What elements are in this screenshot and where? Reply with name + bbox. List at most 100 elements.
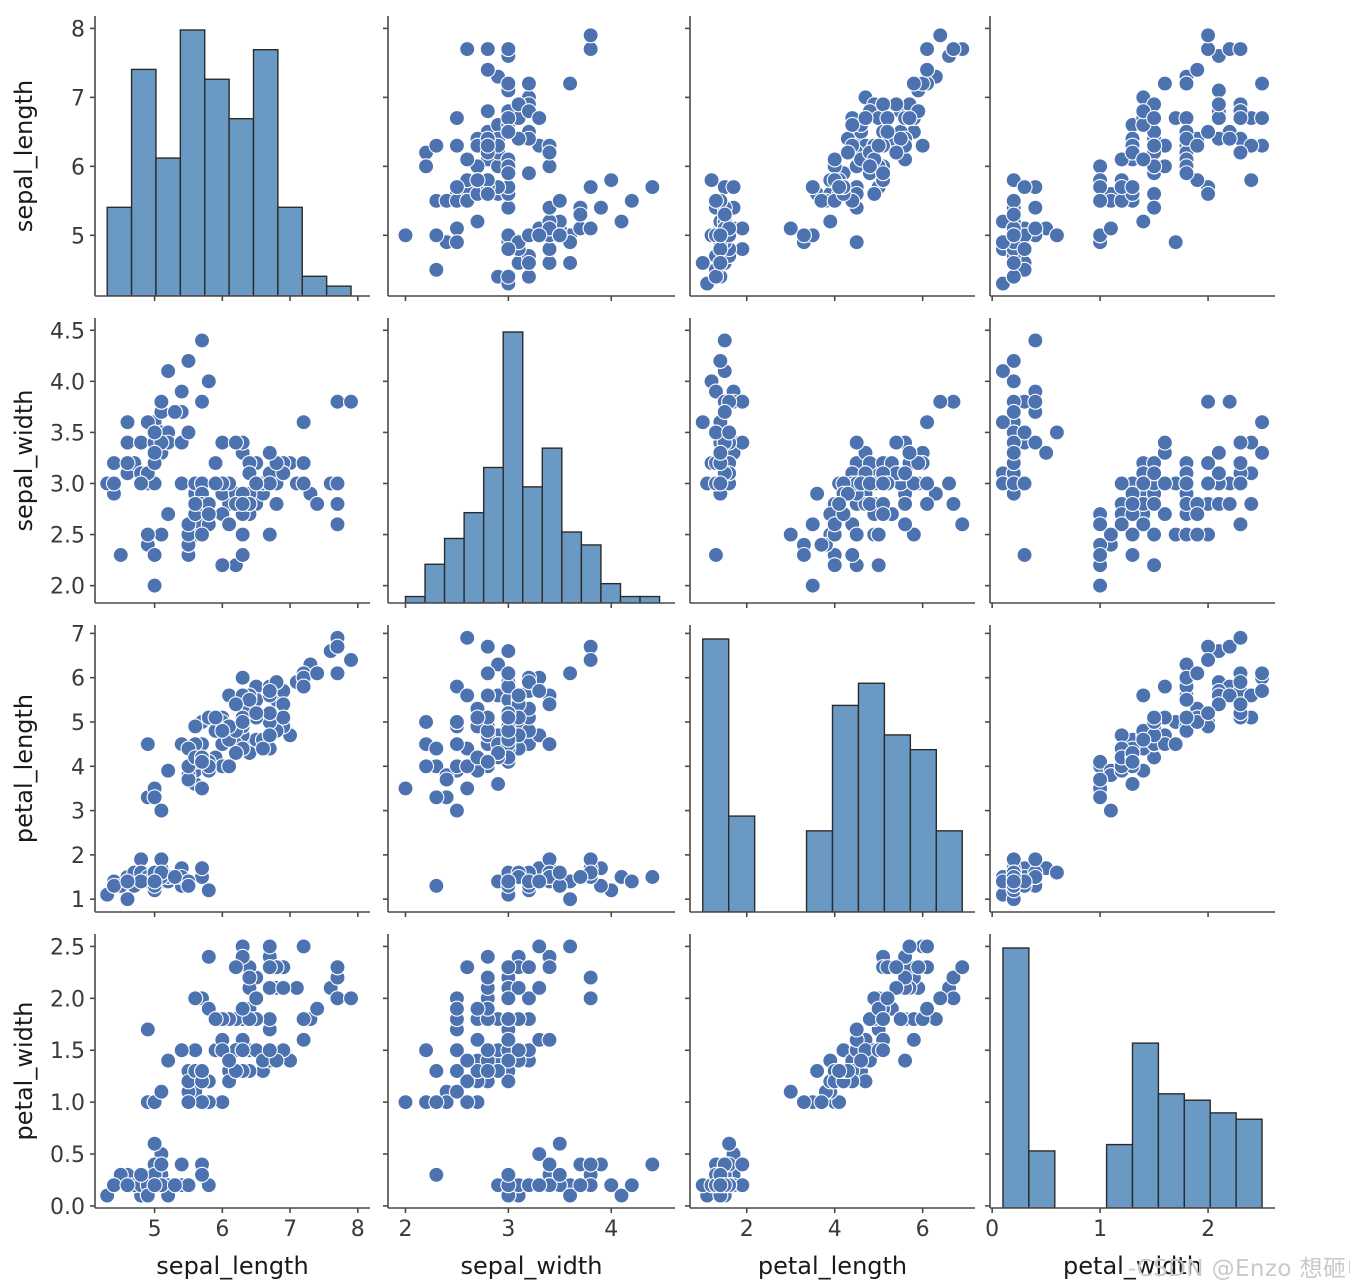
data-point (1027, 393, 1044, 410)
panel-content (994, 27, 1271, 292)
data-point (712, 254, 729, 271)
data-point (1167, 234, 1184, 251)
data-point (448, 220, 465, 237)
panel-content (397, 27, 661, 292)
x-tick-label: 0 (985, 1217, 999, 1242)
data-point (879, 123, 896, 140)
data-point (712, 475, 729, 492)
histogram-bar (424, 563, 446, 603)
data-point (1221, 495, 1238, 512)
data-point (541, 241, 558, 258)
data-point (582, 990, 599, 1007)
data-point (1092, 577, 1109, 594)
data-point (707, 383, 725, 400)
y-tick-label: 4.0 (50, 370, 85, 395)
data-point (782, 220, 799, 237)
data-point (397, 780, 414, 797)
data-point (623, 1177, 640, 1194)
data-point (261, 682, 278, 700)
y-tick-label: 5 (71, 224, 85, 249)
data-point (712, 227, 729, 244)
data-point (1027, 434, 1044, 451)
data-point (193, 526, 211, 543)
data-point (1092, 771, 1109, 788)
data-point (500, 873, 517, 890)
data-point (500, 165, 517, 182)
data-point (592, 877, 609, 894)
data-point (520, 254, 537, 271)
data-point (1005, 352, 1022, 369)
data-point (1200, 454, 1217, 472)
data-point (214, 722, 231, 739)
data-point (1027, 851, 1044, 868)
data-point (1156, 678, 1173, 695)
data-point (945, 495, 962, 512)
x-axis-label-petal_length: petal_length (758, 1252, 907, 1280)
data-point (234, 669, 251, 686)
data-point (875, 506, 892, 523)
data-point (1243, 172, 1260, 189)
data-point (510, 687, 527, 704)
data-point (254, 740, 272, 757)
data-point (295, 475, 312, 492)
histogram-bar (805, 830, 834, 912)
data-point (1210, 110, 1227, 127)
x-tick-label: 2 (398, 1217, 412, 1242)
data-point (1232, 475, 1249, 492)
data-point (329, 495, 346, 512)
data-point (214, 557, 231, 574)
data-point (603, 172, 620, 189)
data-point (795, 546, 812, 564)
data-point (551, 1166, 568, 1183)
data-point (551, 1135, 568, 1152)
histogram-bar (702, 638, 730, 912)
data-point (520, 268, 537, 285)
data-point (1092, 516, 1109, 533)
data-point (940, 475, 958, 492)
y-axis-label-sepal_length: sepal_length (10, 80, 38, 232)
data-point (448, 802, 465, 819)
data-point (500, 123, 517, 140)
data-point (133, 873, 150, 890)
data-point (541, 1031, 558, 1048)
data-point (1189, 665, 1206, 682)
data-point (531, 682, 548, 700)
data-point (214, 1094, 231, 1111)
data-point (329, 393, 346, 410)
data-point (707, 268, 725, 285)
data-point (1178, 110, 1195, 127)
data-point (520, 990, 537, 1007)
data-point (1156, 75, 1173, 92)
data-point (901, 444, 918, 461)
data-point (139, 1021, 156, 1038)
data-point (309, 495, 326, 512)
data-point (146, 1177, 163, 1194)
y-tick-label: 1.5 (50, 1039, 85, 1064)
data-point (712, 1177, 729, 1194)
data-point (795, 227, 812, 244)
data-point (870, 526, 887, 543)
data-point (644, 178, 661, 196)
data-point (531, 1177, 548, 1194)
data-point (795, 1094, 812, 1111)
histogram-bar (228, 117, 255, 296)
data-point (875, 1042, 892, 1059)
y-axis-label-sepal_width: sepal_width (10, 389, 38, 531)
data-point (459, 41, 476, 58)
data-point (500, 990, 517, 1007)
data-point (261, 1011, 278, 1028)
histogram-bar (1209, 1112, 1237, 1208)
data-point (879, 110, 896, 127)
data-point (520, 674, 537, 691)
data-point (910, 454, 927, 472)
data-point (531, 938, 548, 955)
data-point (809, 1062, 826, 1080)
data-point (826, 516, 843, 533)
data-point (945, 969, 962, 986)
panel-content (397, 938, 661, 1204)
data-point (469, 1031, 486, 1048)
data-point (1232, 674, 1249, 691)
y-tick-label: 3.0 (50, 472, 85, 497)
panel-petal_length-vs-sepal_width (383, 625, 675, 917)
data-point (187, 990, 204, 1007)
